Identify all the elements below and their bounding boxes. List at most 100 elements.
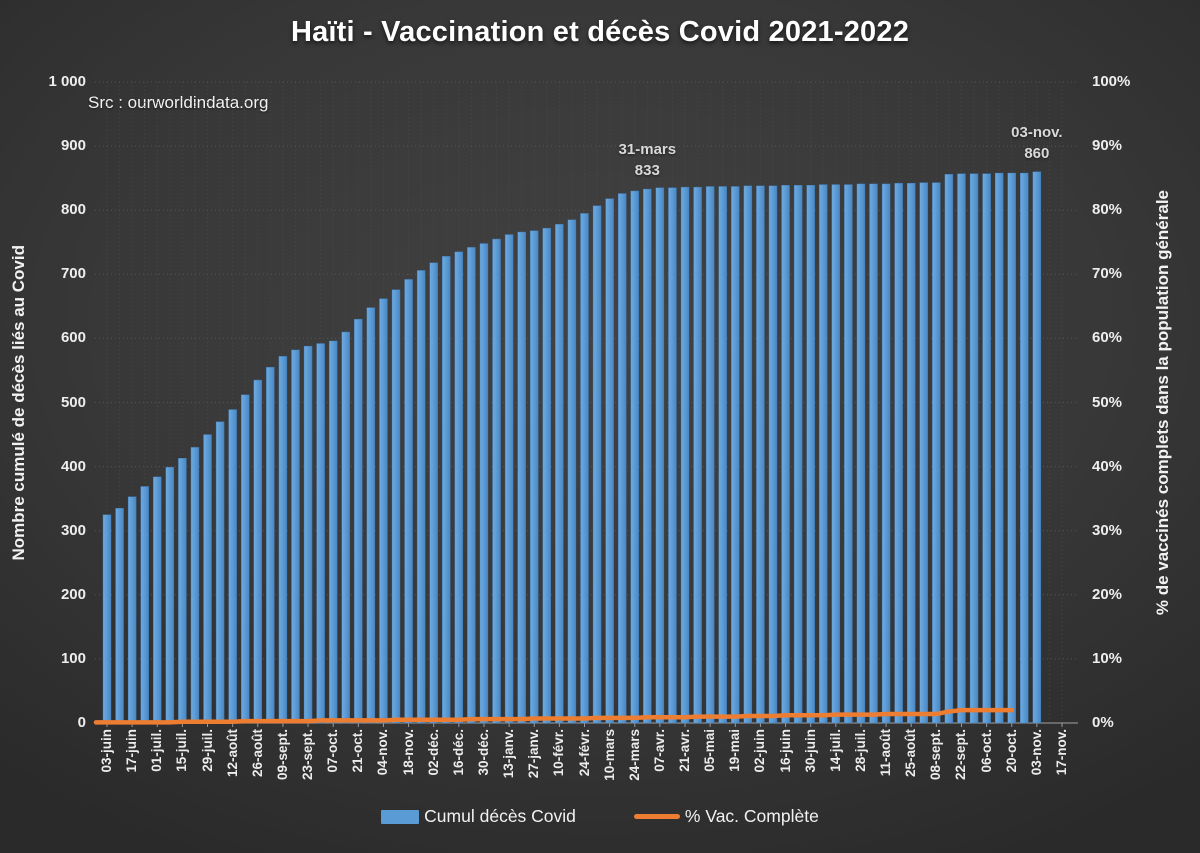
legend-item-vaccination: % Vac. Complète <box>633 806 819 827</box>
y-right-tick-label: 0% <box>1092 714 1114 731</box>
bar <box>768 185 778 724</box>
x-tick-label: 14-juil. <box>827 729 843 772</box>
bar <box>994 172 1004 724</box>
y-right-tick-label: 20% <box>1092 585 1123 603</box>
annotation-date: 31-mars <box>618 141 677 159</box>
x-tick-label: 17-nov. <box>1054 729 1069 776</box>
bar <box>869 183 878 724</box>
bar <box>341 331 350 724</box>
y-left-tick-label: 200 <box>60 585 86 603</box>
bar <box>793 185 803 724</box>
x-tick-label: 12-août <box>224 729 240 778</box>
x-tick-label: 20-oct. <box>1003 729 1019 773</box>
x-tick-label: 18-nov. <box>400 729 416 776</box>
y-right-tick-label: 40% <box>1092 457 1123 475</box>
chart-title: Haïti - Vaccination et décès Covid 2021-… <box>290 16 910 48</box>
bar <box>881 183 891 724</box>
bar <box>442 256 451 724</box>
y-left-tick-label: 100 <box>60 649 86 667</box>
y-left-tick-label: 700 <box>60 265 86 283</box>
x-tick-label: 09-sept. <box>274 729 290 781</box>
bar <box>731 186 740 724</box>
bar <box>429 262 438 724</box>
y-right-tick-label: 70% <box>1092 265 1123 283</box>
bar <box>919 182 928 724</box>
bar <box>1007 172 1016 724</box>
x-tick-label: 23-sept. <box>300 729 316 781</box>
bar <box>479 243 489 724</box>
bar <box>102 514 112 724</box>
y-left-tick-label: 600 <box>60 329 86 347</box>
y-right-tick-label: 100% <box>1092 73 1131 90</box>
x-tick-label: 02-déc. <box>425 729 441 776</box>
bar <box>630 190 639 724</box>
line-swatch-icon <box>633 814 680 819</box>
y-left-tick-label: 300 <box>60 521 86 539</box>
bar <box>1020 172 1029 724</box>
bar <box>203 434 212 724</box>
bar <box>504 234 514 724</box>
x-tick-label: 16-juin <box>777 729 793 773</box>
x-tick-label: 27-janv. <box>526 729 542 779</box>
bar <box>127 496 137 724</box>
bar <box>743 185 753 724</box>
bar <box>856 183 866 724</box>
annotation-last-03-nov: 03-nov. 860 <box>1011 122 1062 164</box>
bar <box>366 307 376 724</box>
bar <box>328 340 338 724</box>
y-left-tick-label: 800 <box>60 201 86 219</box>
bar <box>643 188 652 724</box>
y-left-tick-label: 1 000 <box>48 73 86 90</box>
y-left-tick-label: 900 <box>60 137 86 155</box>
y-right-tick-label: 80% <box>1092 201 1123 219</box>
x-tick-label: 17-juin <box>124 729 140 773</box>
bar <box>969 173 979 724</box>
bar <box>190 447 200 724</box>
bar <box>517 231 526 724</box>
x-tick-label: 13-janv. <box>501 729 517 779</box>
x-tick-label: 06-oct. <box>978 729 994 773</box>
bar <box>592 205 602 724</box>
x-tick-label: 11-août <box>878 729 894 777</box>
x-tick-label: 15-juil. <box>174 729 190 772</box>
x-tick-label: 21-avr. <box>677 729 693 772</box>
legend-label-vaccination: % Vac. Complète <box>684 806 819 826</box>
x-tick-label: 25-août <box>903 729 919 778</box>
bar <box>354 318 363 724</box>
bar <box>379 298 388 724</box>
y-right-tick-label: 60% <box>1092 329 1123 347</box>
bar <box>756 185 765 724</box>
x-tick-label: 30-juin <box>802 729 818 773</box>
bar <box>454 251 464 724</box>
bar-swatch-icon <box>381 809 420 824</box>
bar <box>655 187 665 724</box>
y-right-tick-label: 50% <box>1092 393 1123 411</box>
bar <box>115 508 124 724</box>
x-tick-label: 02-juin <box>752 729 768 773</box>
bar <box>153 476 162 724</box>
bar <box>165 467 175 724</box>
bar <box>605 198 614 724</box>
bar <box>831 184 841 724</box>
x-tick-label: 22-sept. <box>953 729 969 781</box>
bar <box>693 186 702 724</box>
annotation-value: 833 <box>634 162 660 180</box>
annotation-value: 860 <box>1024 144 1050 162</box>
bar <box>416 270 426 724</box>
x-tick-label: 19-mai <box>727 729 743 772</box>
bar <box>467 247 476 724</box>
bar <box>215 421 225 724</box>
x-tick-label: 04-nov. <box>375 729 391 776</box>
x-tick-label: 28-juil. <box>852 729 868 772</box>
bar <box>542 227 552 724</box>
y-left-tick-label: 0 <box>77 714 86 731</box>
y-left-tick-label: 400 <box>60 457 86 475</box>
bar <box>705 186 715 724</box>
bar <box>957 173 966 724</box>
bar <box>178 458 187 724</box>
x-tick-label: 21-oct. <box>350 729 366 773</box>
x-tick-label: 05-mai <box>702 729 718 772</box>
bar <box>140 486 149 724</box>
bar <box>404 279 413 724</box>
